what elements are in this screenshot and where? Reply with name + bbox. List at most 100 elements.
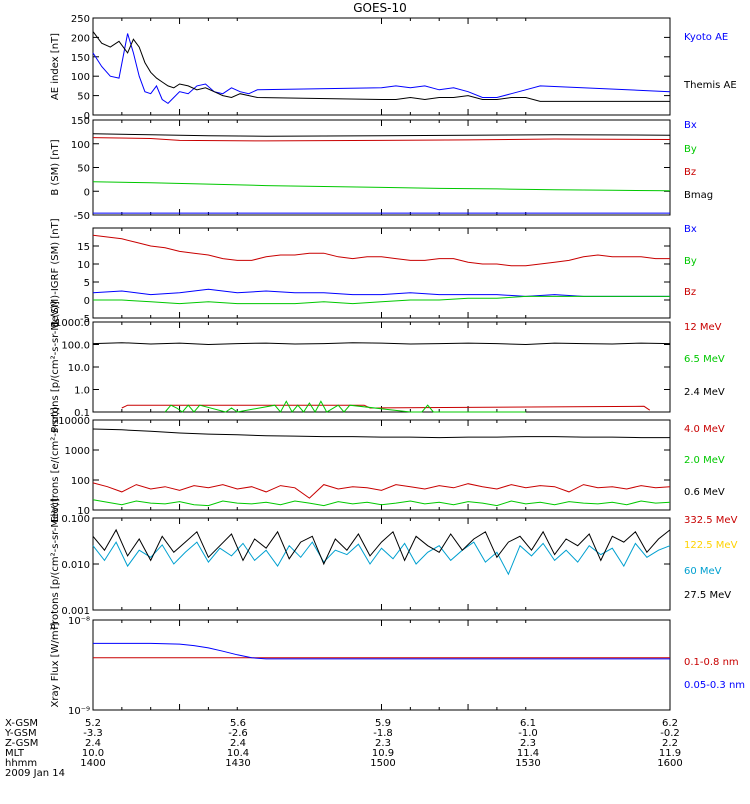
series-line-4-0-mev xyxy=(92,482,671,499)
legend-label: 27.5 MeV xyxy=(684,590,731,601)
legend-label: 6.5 MeV xyxy=(684,354,725,365)
y-tick-label: 10 xyxy=(77,260,90,271)
legend-label: By xyxy=(684,144,697,155)
footer-row-label: hhmm xyxy=(5,758,37,769)
orbit-footer: X-GSMY-GSMZ-GSMMLThhmm5.2-3.32.410.01400… xyxy=(4,718,683,779)
footer-value: 2.4 xyxy=(85,738,101,749)
footer-value: 10.4 xyxy=(227,748,249,759)
footer-value: -2.6 xyxy=(228,728,248,739)
legend-label: 332.5 MeV xyxy=(684,515,738,526)
y-axis-label: Protons [p/(cm²-s-sr-MeV)] xyxy=(50,301,61,433)
footer-value: 5.6 xyxy=(230,718,246,729)
footer-date: 2009 Jan 14 xyxy=(5,768,65,779)
footer-value: 1530 xyxy=(515,758,540,769)
footer-row-label: Z-GSM xyxy=(5,738,38,749)
series-line-60-mev xyxy=(92,541,671,576)
series-line-bz xyxy=(92,234,670,267)
series-line-bz xyxy=(92,137,671,142)
series-line-by xyxy=(92,181,671,192)
series-line-12-mev xyxy=(121,404,651,411)
plot-title: GOES-10 xyxy=(353,1,407,15)
y-tick-label: 0 xyxy=(84,187,90,198)
series-line-by xyxy=(93,295,670,305)
y-tick-label: 10.0 xyxy=(68,363,90,374)
series-line-themis-ae xyxy=(92,31,670,102)
panel-ae: 0 50 100 150 200 250 AE index [nT] Kyoto AE Them… xyxy=(50,14,737,122)
y-tick-label: 15 xyxy=(77,242,90,253)
y-tick-label: 0.001 xyxy=(61,606,90,617)
footer-value: 5.2 xyxy=(85,718,101,729)
panel-b: -50 0 50 100 150 B (SM) [nT] Bx By Bz Bmag xyxy=(50,116,713,222)
footer-value: 1400 xyxy=(80,758,105,769)
y-tick-label: 100 xyxy=(71,72,90,83)
footer-value: 2.2 xyxy=(662,738,678,749)
footer-value: 11.9 xyxy=(659,748,681,759)
y-axis-label: Electrons [e/(cm²-s-sr)] xyxy=(50,407,61,523)
legend-label: Themis AE xyxy=(683,80,737,91)
legend-label: 2.4 MeV xyxy=(684,387,725,398)
y-axis-label: Protons [p/(cm²-s-sr-MeV)] xyxy=(50,498,61,630)
legend-label: 2.0 MeV xyxy=(684,455,725,466)
footer-value: 2.4 xyxy=(230,738,246,749)
footer-value: 6.1 xyxy=(520,718,536,729)
y-tick-label: 100 xyxy=(71,140,90,151)
footer-value: 6.2 xyxy=(662,718,678,729)
legend-label: 0.6 MeV xyxy=(684,487,725,498)
legend-label: By xyxy=(684,256,697,267)
series-line-27-5-mev xyxy=(92,528,671,566)
y-axis-label: Xray Flux [W/m²] xyxy=(50,622,61,707)
y-tick-label: 0 xyxy=(84,296,90,307)
footer-value: -1.8 xyxy=(373,728,393,739)
y-axis-label: B (SM) [nT] xyxy=(50,139,61,195)
y-tick-label: 0.010 xyxy=(61,560,90,571)
panel-frame xyxy=(92,321,671,413)
legend-label: 0.1-0.8 nm xyxy=(684,657,739,668)
footer-value: 10.0 xyxy=(82,748,104,759)
y-tick-label: 1000.0 xyxy=(55,318,90,329)
legend-label: 0.05-0.3 nm xyxy=(684,680,745,691)
panel-frame xyxy=(92,419,671,511)
panel-frame xyxy=(92,119,671,216)
y-tick-label: 1.0 xyxy=(74,386,90,397)
legend-label: Bx xyxy=(684,120,697,131)
footer-row-label: X-GSM xyxy=(5,718,38,729)
footer-value: 1600 xyxy=(657,758,682,769)
panel-frame xyxy=(92,619,671,711)
footer-value: 1430 xyxy=(225,758,250,769)
y-tick-label: 10⁻⁹ xyxy=(68,706,90,717)
series-line-0-05-0-3-nm xyxy=(93,642,670,660)
y-tick-label: 100 xyxy=(71,476,90,487)
footer-row-label: MLT xyxy=(5,748,25,759)
legend-label: Bz xyxy=(684,287,696,298)
series-line-2-4-mev xyxy=(92,342,671,346)
panel-xray: 10⁻⁹ 10⁻⁸ Xray Flux [W/m²] 0.1-0.8 nm 0.05-0… xyxy=(50,616,745,717)
y-tick-label: 10⁻⁸ xyxy=(68,616,90,627)
footer-value: -3.3 xyxy=(83,728,103,739)
footer-value: 10.9 xyxy=(372,748,394,759)
y-tick-label: 1000 xyxy=(65,446,90,457)
y-tick-label: 150 xyxy=(71,53,90,64)
y-tick-label: 0 xyxy=(84,111,90,122)
y-tick-label: 100.0 xyxy=(61,341,90,352)
y-tick-label: 150 xyxy=(71,116,90,127)
series-line-kyoto-ae xyxy=(92,33,671,105)
y-tick-label: 0.1 xyxy=(74,408,90,419)
legend-label: Bmag xyxy=(684,190,713,201)
panel-frame xyxy=(92,17,671,116)
footer-value: -1.0 xyxy=(518,728,538,739)
footer-row-label: Y-GSM xyxy=(4,728,37,739)
panel-bdiff: -5 0 5 10 15 B (SM)-IGRF (SM) [nT] Bx By Bz xyxy=(50,218,697,327)
y-tick-label: 250 xyxy=(71,14,90,25)
footer-value: 11.4 xyxy=(517,748,539,759)
footer-value: 1500 xyxy=(370,758,395,769)
panel-frame xyxy=(92,227,671,319)
y-tick-label: 5 xyxy=(84,278,90,289)
y-tick-label: 50 xyxy=(77,164,90,175)
legend-label: 122.5 MeV xyxy=(684,540,738,551)
y-tick-label: 200 xyxy=(71,33,90,44)
